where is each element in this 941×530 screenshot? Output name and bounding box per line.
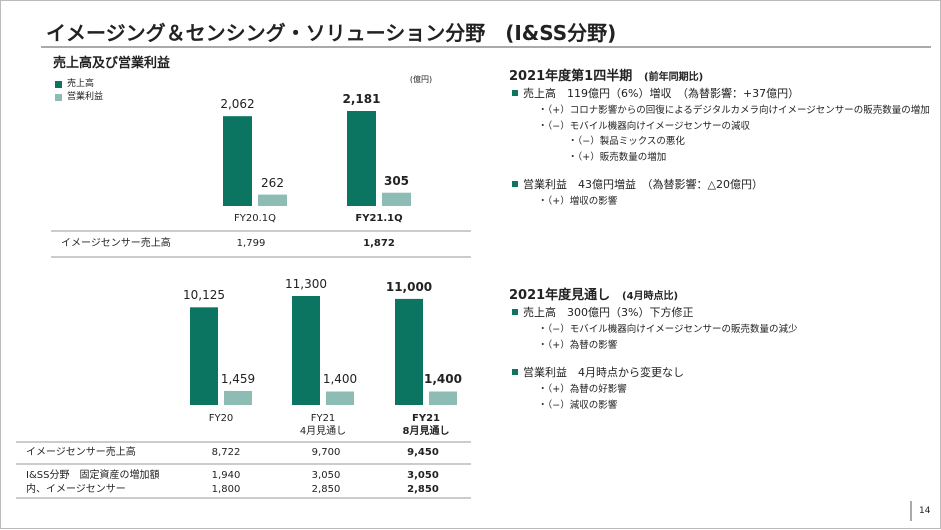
table-cell: 9,450 (407, 447, 439, 458)
data-label: 1,459 (220, 371, 256, 386)
bullet (512, 181, 518, 187)
bar (258, 194, 287, 206)
data-label: 305 (383, 173, 410, 188)
table-cell: 1,872 (363, 238, 395, 249)
bar (395, 298, 423, 405)
bullet-text: 営業利益 43億円増益 （為替影響：△20億円） (523, 178, 763, 191)
legend-label: 売上高 (67, 79, 95, 89)
row-label: 内、イメージセンサー (26, 484, 126, 495)
table-cell: 8,722 (211, 447, 241, 458)
table-cell: 1,940 (211, 470, 241, 481)
legend-swatch (55, 81, 62, 88)
table-cell: 2,850 (311, 484, 341, 495)
row-label: I&SS分野 固定資産の増加額 (26, 470, 160, 481)
bullet-text: 売上高 119億円（6%）増収 （為替影響：+37億円） (523, 87, 800, 100)
page-number: 14 (919, 506, 931, 516)
table-cell: 3,050 (311, 470, 341, 481)
sub-bullet: ・（−）製品ミックスの悪化 (568, 136, 685, 147)
section-note: (4月時点比) (622, 291, 679, 302)
bullet-text: 売上高 300億円（3%）下方修正 (523, 306, 694, 319)
data-label: 1,400 (322, 372, 358, 387)
slide-title: イメージング＆センシング・ソリューション分野 (I&SS分野) (46, 21, 617, 45)
row-label: イメージセンサー売上高 (26, 447, 136, 458)
table-cell: 3,050 (407, 470, 439, 481)
bullet (512, 369, 518, 375)
data-label: 10,125 (183, 288, 225, 303)
bar (190, 307, 218, 405)
sub-bullet: ・（−）モバイル機器向けイメージセンサーの販売数量の減少 (538, 324, 798, 335)
table-cell: 2,850 (407, 484, 439, 495)
data-label: 11,300 (285, 277, 327, 291)
bullet (512, 90, 518, 96)
sub-bullet: ・（+）販売数量の増加 (568, 151, 667, 163)
data-label: 262 (261, 175, 284, 190)
sub-bullet: ・（+）為替の好影響 (538, 384, 627, 395)
chart-title: 売上高及び営業利益 (53, 56, 171, 71)
data-label: 1,400 (424, 372, 462, 387)
bar (429, 391, 457, 405)
category-label: FY21.1Q (355, 213, 403, 224)
bar (382, 192, 411, 206)
legend-label: 営業利益 (67, 92, 104, 102)
bar (347, 111, 376, 206)
data-label: 2,062 (220, 97, 255, 112)
bar (292, 296, 320, 405)
category-label: FY21 4月見通し (299, 413, 347, 437)
unit-label: (億円) (409, 75, 433, 84)
sub-bullet: ・（+）為替の影響 (538, 339, 618, 351)
data-label: 11,000 (385, 279, 433, 294)
table-cell: 1,800 (211, 484, 241, 495)
table-cell: 9,700 (311, 447, 341, 458)
legend-swatch (55, 94, 62, 101)
bullet (512, 309, 518, 315)
category-label: FY20.1Q (234, 213, 276, 224)
bullet-text: 営業利益 4月時点から変更なし (523, 366, 684, 379)
sub-bullet: ・（+）コロナ影響からの回復によるデジタルカメラ向けイメージセンサーの販売数量の… (538, 105, 930, 116)
sub-bullet: ・（−）モバイル機器向けイメージセンサーの減収 (538, 120, 751, 132)
bar (224, 390, 252, 405)
row-label: イメージセンサー売上高 (61, 238, 171, 249)
section-note: (前年同期比) (644, 72, 704, 83)
category-label: FY21 8月見通し (402, 413, 450, 437)
category-label: FY20 (208, 413, 234, 424)
sub-bullet: ・（−）減収の影響 (538, 399, 618, 411)
section-heading: 2021年度見通し (509, 288, 611, 303)
section-heading: 2021年度第1四半期 (509, 69, 633, 84)
data-label: 2,181 (342, 92, 381, 106)
bar (223, 116, 252, 206)
bar (326, 391, 354, 405)
table-cell: 1,799 (236, 238, 266, 249)
sub-bullet: ・（+）増収の影響 (538, 196, 618, 207)
